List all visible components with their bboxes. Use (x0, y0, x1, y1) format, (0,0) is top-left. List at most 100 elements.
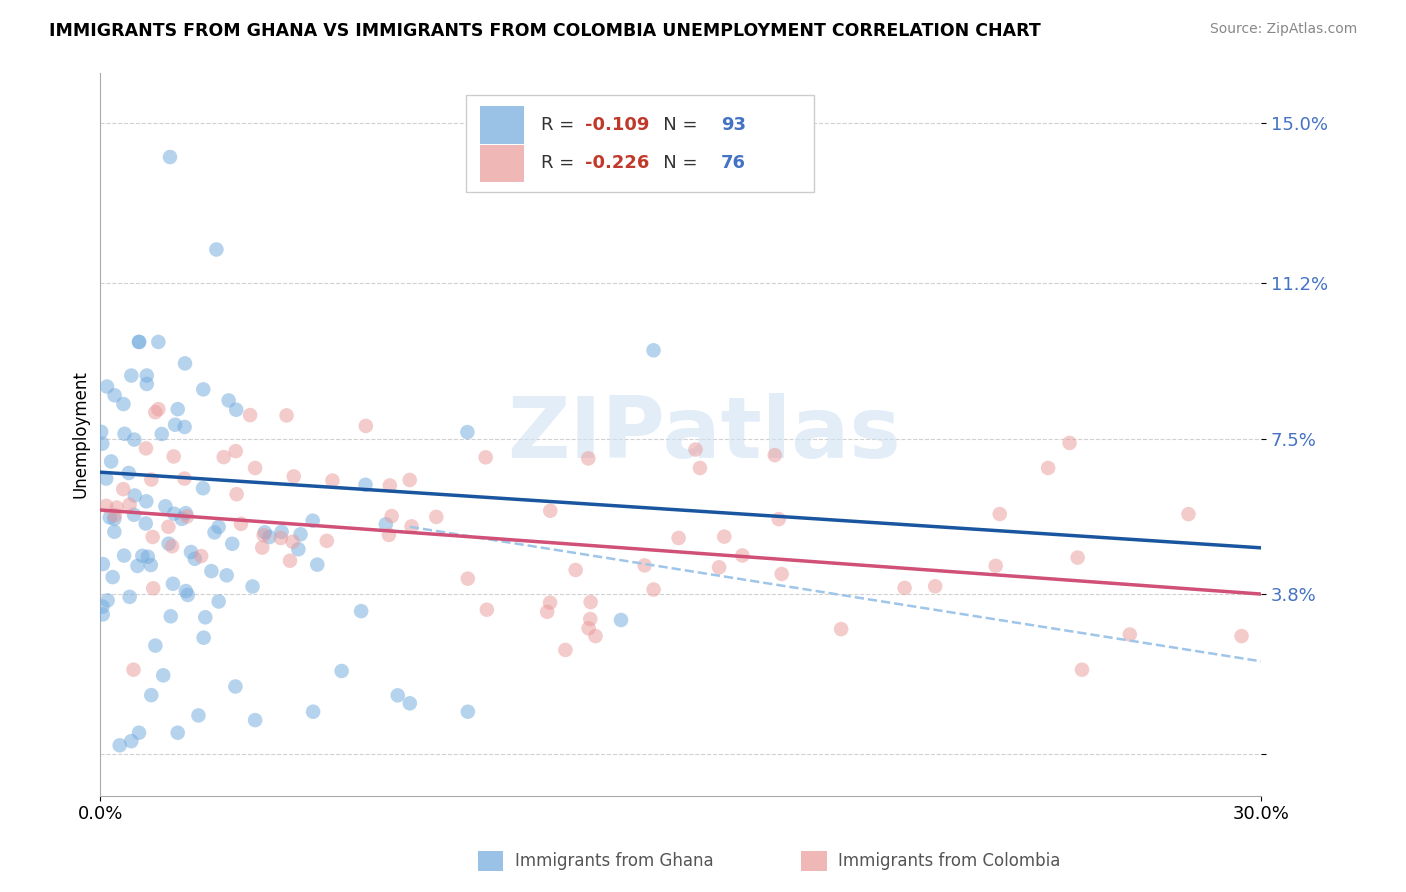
Point (221, 537, 243, 551)
Point (160, 539, 183, 553)
Point (281, 534, 304, 549)
Point (100, 454, 122, 468)
Point (576, 451, 599, 466)
Point (330, 664, 353, 678)
Point (90, 425, 112, 439)
Point (253, 525, 276, 540)
Point (374, 517, 396, 532)
Point (225, 402, 247, 417)
Point (91, 436, 114, 450)
Point (218, 393, 240, 408)
Point (290, 527, 312, 541)
Point (120, 734, 142, 748)
Point (1066, 550, 1088, 565)
Point (315, 533, 337, 548)
Point (224, 680, 246, 694)
Point (173, 472, 195, 486)
Point (128, 334, 150, 349)
Point (98, 510, 121, 524)
Point (731, 549, 754, 563)
Point (1230, 629, 1253, 643)
Point (707, 560, 730, 574)
Text: 76: 76 (721, 154, 747, 172)
Point (1036, 461, 1059, 475)
Point (194, 610, 217, 624)
Point (176, 509, 198, 524)
Point (148, 334, 170, 349)
Point (713, 530, 735, 544)
Y-axis label: Unemployment: Unemployment (72, 370, 89, 499)
Bar (479, 106, 524, 144)
Point (127, 558, 149, 573)
Point (398, 473, 420, 487)
Point (538, 596, 561, 610)
Point (166, 402, 188, 417)
Point (252, 528, 274, 542)
Text: N =: N = (645, 116, 703, 134)
Text: -0.109: -0.109 (585, 116, 650, 134)
Point (610, 613, 633, 627)
Point (101, 570, 124, 584)
Point (142, 530, 165, 544)
Point (96, 379, 118, 393)
Point (141, 688, 163, 702)
Point (91, 599, 114, 614)
Point (229, 516, 252, 531)
Point (401, 519, 423, 533)
Point (1177, 507, 1199, 521)
Point (108, 739, 131, 753)
Point (174, 506, 197, 520)
Point (633, 558, 655, 573)
Point (122, 508, 145, 522)
Point (159, 609, 181, 624)
Point (118, 466, 141, 480)
Point (148, 402, 170, 417)
Point (456, 425, 478, 439)
Point (118, 498, 141, 512)
Point (159, 150, 181, 164)
Point (239, 408, 262, 422)
Text: 93: 93 (721, 116, 747, 134)
Point (474, 450, 496, 465)
Point (585, 629, 607, 643)
Text: Immigrants from Colombia: Immigrants from Colombia (838, 852, 1060, 870)
Text: R =: R = (541, 116, 581, 134)
Point (243, 713, 266, 727)
Point (212, 450, 235, 464)
Point (225, 444, 247, 458)
Point (112, 482, 135, 496)
Point (122, 663, 145, 677)
Point (302, 705, 325, 719)
Point (104, 508, 127, 523)
Point (193, 383, 215, 397)
Point (988, 507, 1011, 521)
Point (457, 572, 479, 586)
Text: Immigrants from Ghana: Immigrants from Ghana (515, 852, 713, 870)
Point (162, 576, 184, 591)
Point (96, 472, 118, 486)
Point (105, 500, 128, 515)
Text: Source: ZipAtlas.com: Source: ZipAtlas.com (1209, 22, 1357, 37)
Point (112, 549, 135, 563)
Point (276, 409, 298, 423)
Point (1119, 627, 1142, 641)
Point (321, 474, 343, 488)
Point (643, 343, 665, 358)
Point (252, 541, 274, 555)
Point (143, 405, 166, 419)
Point (131, 549, 153, 563)
Point (200, 564, 222, 578)
Point (768, 512, 790, 526)
Point (270, 524, 292, 539)
Point (97, 593, 120, 607)
Point (174, 356, 197, 370)
Point (173, 420, 195, 434)
Point (91, 607, 114, 622)
Point (564, 563, 586, 577)
Point (924, 579, 946, 593)
Point (475, 603, 498, 617)
Text: ZIPatlas: ZIPatlas (508, 392, 901, 475)
Point (893, 581, 915, 595)
Point (387, 689, 409, 703)
Point (579, 595, 602, 609)
